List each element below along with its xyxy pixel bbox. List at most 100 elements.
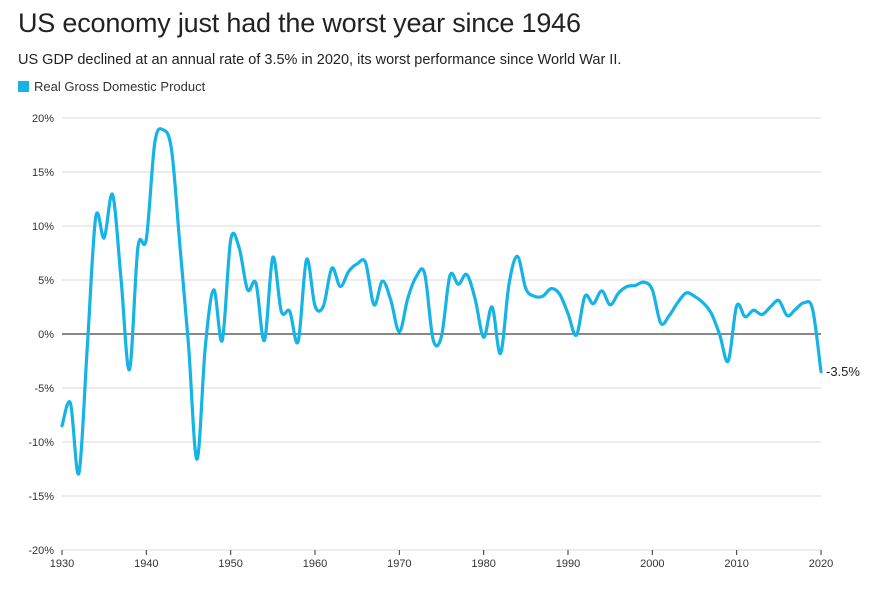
data-point <box>651 288 654 291</box>
data-point <box>330 267 333 270</box>
data-point <box>255 282 258 285</box>
data-point <box>364 261 367 264</box>
gdp-series-line <box>60 127 823 476</box>
x-axis-ticks: 1930 1940 1950 1960 1970 1980 1990 2000 2010 2020 <box>50 550 833 570</box>
legend: Real Gross Domestic Product <box>18 79 205 94</box>
data-point <box>777 299 780 302</box>
data-point <box>103 236 106 239</box>
x-tick-label: 1990 <box>556 558 580 570</box>
data-point <box>196 458 199 461</box>
data-point <box>153 141 156 144</box>
y-tick-label: -10% <box>28 437 54 449</box>
y-tick-label: -5% <box>34 383 54 395</box>
data-point <box>86 346 89 349</box>
data-point <box>271 256 274 259</box>
data-point <box>702 301 705 304</box>
x-tick-label: 1930 <box>50 558 74 570</box>
data-point <box>457 283 460 286</box>
data-point <box>735 305 738 308</box>
data-point <box>356 262 359 265</box>
data-point <box>314 305 317 308</box>
data-point <box>280 310 283 313</box>
data-point <box>761 313 764 316</box>
data-point <box>710 312 713 315</box>
data-point <box>94 216 97 219</box>
data-point <box>508 283 511 286</box>
data-point <box>398 330 401 333</box>
data-point <box>229 239 232 242</box>
data-point <box>600 289 603 292</box>
data-point <box>541 295 544 298</box>
data-point <box>634 284 637 287</box>
data-point <box>465 273 468 276</box>
data-point <box>238 246 241 249</box>
data-point <box>516 255 519 258</box>
data-point <box>128 368 131 371</box>
data-point <box>609 303 612 306</box>
data-point <box>212 288 215 291</box>
series-layer: -3.5% <box>60 127 860 476</box>
data-point <box>111 193 114 196</box>
data-point <box>440 335 443 338</box>
data-point <box>524 287 527 290</box>
data-point <box>550 287 553 290</box>
data-point <box>449 274 452 277</box>
y-tick-label: 10% <box>32 221 54 233</box>
data-point <box>558 293 561 296</box>
data-point <box>137 246 140 249</box>
x-tick-label: 1980 <box>471 558 495 570</box>
data-point <box>811 308 814 311</box>
data-point <box>643 281 646 284</box>
data-point <box>676 301 679 304</box>
data-point <box>482 336 485 339</box>
chart-subtitle: US GDP declined at an annual rate of 3.5… <box>18 52 622 68</box>
y-tick-label: -20% <box>28 545 54 557</box>
data-point <box>617 292 620 295</box>
data-point <box>381 280 384 283</box>
data-point <box>373 303 376 306</box>
data-point <box>179 246 182 249</box>
data-point <box>567 312 570 315</box>
legend-label: Real Gross Domestic Product <box>34 79 206 94</box>
data-point <box>803 301 806 304</box>
data-point <box>297 340 300 343</box>
x-tick-label: 2000 <box>640 558 664 570</box>
data-point <box>347 270 350 273</box>
data-point <box>659 322 662 325</box>
data-point <box>263 339 266 342</box>
data-point <box>162 128 165 131</box>
data-point <box>786 314 789 317</box>
data-point <box>390 299 393 302</box>
data-point <box>626 285 629 288</box>
data-point <box>204 344 207 347</box>
data-point <box>769 306 772 309</box>
data-point <box>727 360 730 363</box>
y-tick-label: -15% <box>28 491 54 503</box>
data-point <box>474 298 477 301</box>
data-point <box>693 295 696 298</box>
data-point <box>69 402 72 405</box>
data-point <box>491 306 494 309</box>
end-value-label: -3.5% <box>826 364 860 379</box>
data-point <box>145 238 148 241</box>
data-point <box>499 352 502 355</box>
data-point <box>415 275 418 278</box>
data-point <box>668 314 671 317</box>
data-point <box>423 272 426 275</box>
data-point <box>246 288 249 291</box>
data-point <box>820 370 823 373</box>
x-tick-label: 2010 <box>724 558 748 570</box>
data-point <box>592 302 595 305</box>
y-tick-label: 0% <box>38 329 54 341</box>
data-point <box>120 278 123 281</box>
data-point <box>533 295 536 298</box>
data-point <box>583 295 586 298</box>
chart-title: US economy just had the worst year since… <box>18 8 581 38</box>
data-point <box>685 292 688 295</box>
data-point <box>718 334 721 337</box>
x-tick-label: 1970 <box>387 558 411 570</box>
y-tick-label: 15% <box>32 167 54 179</box>
data-point <box>170 149 173 152</box>
data-point <box>187 343 190 346</box>
